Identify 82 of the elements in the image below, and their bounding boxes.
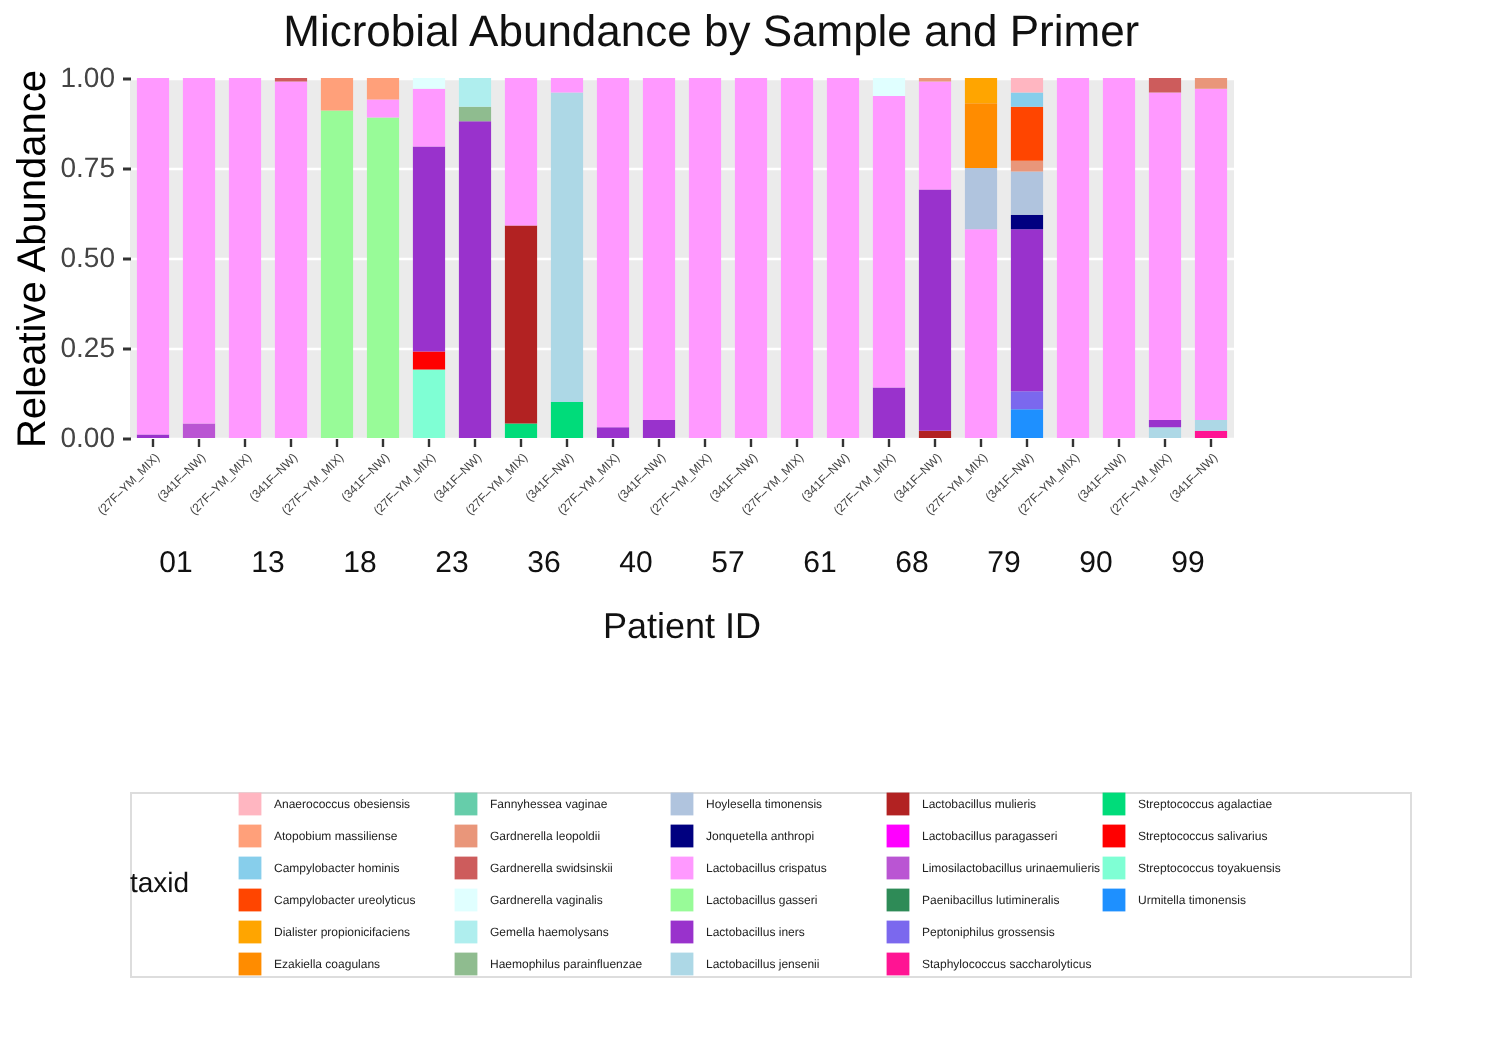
text: 61 (803, 546, 837, 580)
bar (504, 225, 538, 424)
text: 01 (159, 546, 193, 580)
text: 13 (251, 546, 285, 580)
bar (1148, 427, 1182, 438)
bar (964, 229, 998, 438)
text: 18 (343, 546, 377, 580)
chart-title: Microbial Abundance by Sample and Primer (283, 6, 1140, 56)
bar (964, 78, 998, 104)
bar (458, 106, 492, 122)
bar (274, 81, 308, 438)
bar (596, 78, 630, 428)
bar (412, 146, 446, 352)
y-tick-label: 0.50 (60, 241, 116, 273)
bar (412, 88, 446, 147)
bar (1010, 409, 1044, 438)
bar (504, 423, 538, 438)
bar (964, 103, 998, 168)
bar (550, 402, 584, 438)
y-tick-label: 1.00 (60, 61, 116, 93)
bar (1010, 214, 1044, 230)
bar (458, 78, 492, 107)
bar (1194, 88, 1228, 420)
bar (1148, 420, 1182, 428)
bar (320, 78, 354, 111)
legend-title: taxid (130, 866, 190, 898)
bar (1010, 78, 1044, 93)
text: 79 (987, 546, 1021, 580)
bar (872, 387, 906, 438)
bar (872, 78, 906, 96)
bar (366, 117, 400, 438)
bar (826, 78, 860, 438)
bar (136, 78, 170, 435)
text: 57 (711, 546, 745, 580)
bar (504, 78, 538, 226)
bar (780, 78, 814, 438)
text: 90 (1079, 546, 1113, 580)
bar (182, 78, 216, 424)
bar (228, 78, 262, 438)
bar (1194, 420, 1228, 431)
bar (1010, 106, 1044, 161)
bar (642, 420, 676, 438)
y-axis-title: Releative Abundance (10, 69, 55, 449)
bar (1194, 430, 1228, 438)
bar (550, 92, 584, 402)
text: 23 (435, 546, 469, 580)
x-axis-title: Patient ID (602, 606, 762, 646)
bar (1010, 160, 1044, 172)
text: 99 (1171, 546, 1205, 580)
bar (964, 168, 998, 230)
bar (596, 427, 630, 438)
bar (1010, 229, 1044, 392)
bar (1010, 171, 1044, 215)
bar (872, 96, 906, 388)
bar (688, 78, 722, 438)
text: 68 (895, 546, 929, 580)
bar (1148, 78, 1182, 93)
bar (412, 369, 446, 438)
bar (918, 430, 952, 438)
bar (1148, 92, 1182, 420)
bar (458, 121, 492, 438)
bar (366, 99, 400, 118)
bar (734, 78, 768, 438)
bar (1010, 391, 1044, 410)
bar (1102, 78, 1136, 438)
y-tick-label: 0.25 (60, 331, 116, 363)
bar (320, 110, 354, 438)
bar (1194, 78, 1228, 89)
bar (550, 78, 584, 93)
text: 36 (527, 546, 561, 580)
bar (366, 78, 400, 100)
y-tick-label: 0.00 (60, 421, 116, 453)
bar (918, 81, 952, 190)
bar (918, 189, 952, 431)
bar (1056, 78, 1090, 438)
bar (412, 78, 446, 89)
y-tick-label: 0.75 (60, 151, 116, 183)
bar (642, 78, 676, 420)
bar (412, 351, 446, 370)
bar (1010, 92, 1044, 107)
bar (182, 423, 216, 438)
text: 40 (619, 546, 653, 580)
